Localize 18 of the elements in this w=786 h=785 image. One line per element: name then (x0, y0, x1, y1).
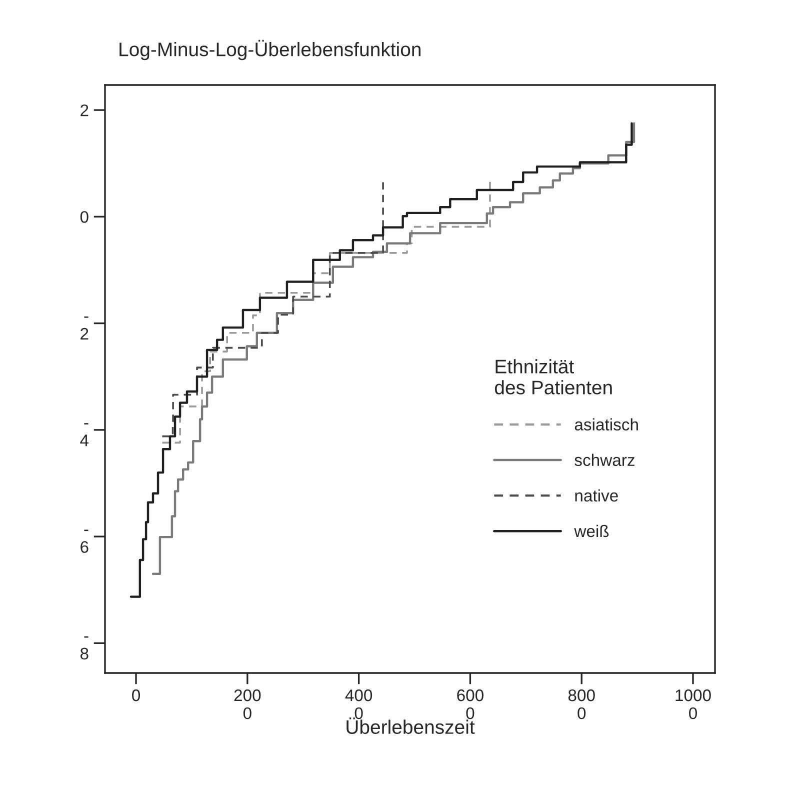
x-tick-label: 200 0 (234, 689, 261, 720)
legend-label: asiatisch (574, 418, 638, 430)
y-tick-label: - 8 (80, 636, 88, 660)
y-tick-label: - 4 (80, 423, 89, 446)
legend-label: schwarz (574, 454, 634, 466)
x-axis-title: Überlebenszeit (346, 718, 475, 734)
x-tick-label: 800 0 (568, 689, 595, 720)
y-tick-label: - 2 (80, 316, 88, 340)
x-tick-label: 0 (132, 689, 140, 702)
legend-label: weiß (574, 524, 609, 538)
y-tick-label: - 6 (80, 530, 88, 553)
chart-title: Log-Minus-Log-Überlebensfunktion (120, 40, 420, 60)
y-tick-label: 0 (80, 211, 88, 223)
legend-title: Ethnizität des Patienten (494, 359, 612, 394)
x-tick-label: 1000 0 (676, 689, 711, 720)
y-tick-label: 2 (80, 104, 88, 116)
legend-label: native (575, 489, 618, 502)
x-tick-label: 600 0 (457, 689, 484, 720)
